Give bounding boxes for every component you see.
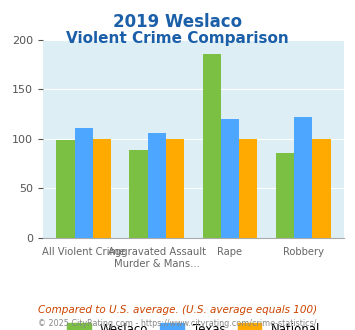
Bar: [221, 119, 239, 238]
Bar: [148, 133, 166, 238]
Legend: Weslaco, Texas, National: Weslaco, Texas, National: [62, 319, 325, 330]
Bar: [75, 128, 93, 238]
Bar: [294, 117, 312, 238]
Text: © 2025 CityRating.com - https://www.cityrating.com/crime-statistics/: © 2025 CityRating.com - https://www.city…: [38, 319, 317, 328]
Bar: [239, 139, 257, 238]
Bar: [56, 140, 75, 238]
Bar: [166, 139, 184, 238]
Bar: [203, 54, 221, 238]
Text: 2019 Weslaco: 2019 Weslaco: [113, 13, 242, 31]
Bar: [130, 150, 148, 238]
Text: Compared to U.S. average. (U.S. average equals 100): Compared to U.S. average. (U.S. average …: [38, 305, 317, 315]
Text: Violent Crime Comparison: Violent Crime Comparison: [66, 31, 289, 46]
Bar: [312, 139, 331, 238]
Bar: [276, 153, 294, 238]
Bar: [93, 139, 111, 238]
